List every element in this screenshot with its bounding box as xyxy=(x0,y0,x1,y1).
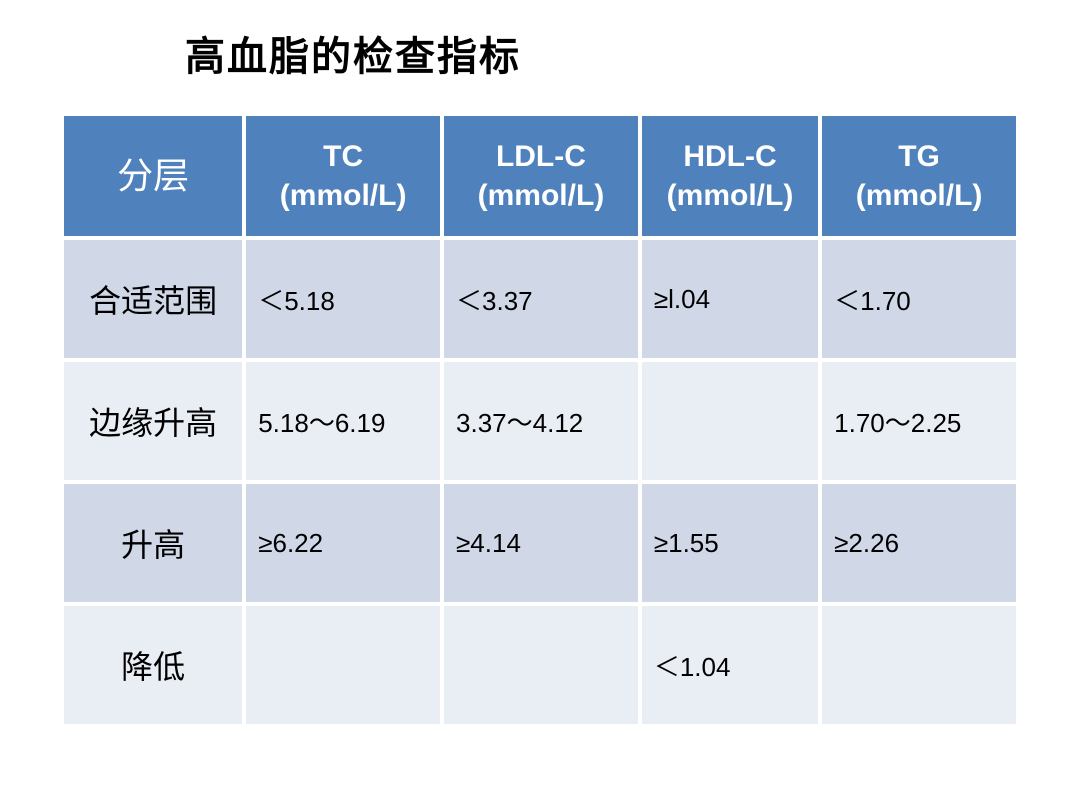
table-row: 降低 ＜1.04 xyxy=(64,606,1016,724)
lipid-table: 分层 TC (mmol/L) LDL-C (mmol/L) HDL-C (mmo… xyxy=(60,112,1020,728)
cell-tg-borderline: 1.70～2.25 xyxy=(822,362,1016,480)
col-header-tg: TG (mmol/L) xyxy=(822,116,1016,236)
col-header-ldlc: LDL-C (mmol/L) xyxy=(444,116,638,236)
cell-hdlc-borderline xyxy=(642,362,818,480)
cell-tc-borderline: 5.18～6.19 xyxy=(246,362,440,480)
col-header-tc: TC (mmol/L) xyxy=(246,116,440,236)
cell-tc-suitable: ＜5.18 xyxy=(246,240,440,358)
table-wrapper: 分层 TC (mmol/L) LDL-C (mmol/L) HDL-C (mmo… xyxy=(60,112,1020,728)
page-title: 高血脂的检查指标 xyxy=(185,24,1020,82)
row-label-elevated: 升高 xyxy=(64,484,242,602)
row-label-suitable: 合适范围 xyxy=(64,240,242,358)
col-header-hdlc-line2: (mmol/L) xyxy=(667,179,794,212)
cell-tc-reduced xyxy=(246,606,440,724)
cell-hdlc-elevated: ≥1.55 xyxy=(642,484,818,602)
cell-ldlc-borderline: 3.37～4.12 xyxy=(444,362,638,480)
cell-hdlc-reduced: ＜1.04 xyxy=(642,606,818,724)
cell-tg-suitable: ＜1.70 xyxy=(822,240,1016,358)
col-header-tg-line2: (mmol/L) xyxy=(856,179,983,212)
col-header-category: 分层 xyxy=(64,116,242,236)
col-header-tc-line1: TC xyxy=(323,140,363,173)
cell-ldlc-elevated: ≥4.14 xyxy=(444,484,638,602)
table-header-row: 分层 TC (mmol/L) LDL-C (mmol/L) HDL-C (mmo… xyxy=(64,116,1016,236)
cell-tg-reduced xyxy=(822,606,1016,724)
row-label-reduced: 降低 xyxy=(64,606,242,724)
row-label-borderline: 边缘升高 xyxy=(64,362,242,480)
col-header-ldlc-line1: LDL-C xyxy=(496,140,586,173)
col-header-hdlc: HDL-C (mmol/L) xyxy=(642,116,818,236)
table-row: 升高 ≥6.22 ≥4.14 ≥1.55 ≥2.26 xyxy=(64,484,1016,602)
slide-container: 高血脂的检查指标 分层 TC (mmol/L) LDL-C (mmol/L) H… xyxy=(0,0,1080,728)
cell-tg-elevated: ≥2.26 xyxy=(822,484,1016,602)
col-header-tc-line2: (mmol/L) xyxy=(280,179,407,212)
col-header-ldlc-line2: (mmol/L) xyxy=(478,179,605,212)
cell-ldlc-reduced xyxy=(444,606,638,724)
col-header-hdlc-line1: HDL-C xyxy=(683,140,776,173)
col-header-tg-line1: TG xyxy=(898,140,940,173)
table-row: 边缘升高 5.18～6.19 3.37～4.12 1.70～2.25 xyxy=(64,362,1016,480)
cell-hdlc-suitable: ≥l.04 xyxy=(642,240,818,358)
table-row: 合适范围 ＜5.18 ＜3.37 ≥l.04 ＜1.70 xyxy=(64,240,1016,358)
cell-tc-elevated: ≥6.22 xyxy=(246,484,440,602)
cell-ldlc-suitable: ＜3.37 xyxy=(444,240,638,358)
